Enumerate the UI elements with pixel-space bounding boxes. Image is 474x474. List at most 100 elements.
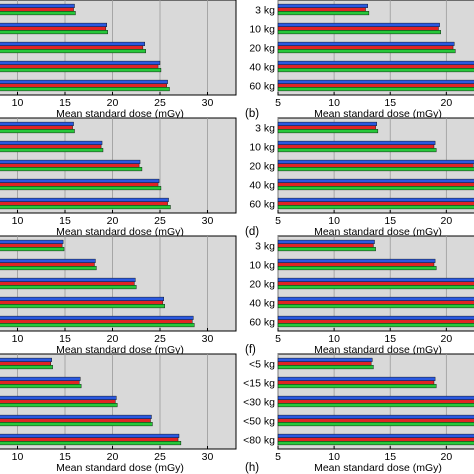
x-tick-label: 30 <box>202 215 214 227</box>
bar-series-3-category-5 <box>0 87 170 92</box>
bar-series-1-category-4 <box>0 60 161 65</box>
x-tick-label: 25 <box>154 97 166 109</box>
bar-series-2-category-1 <box>0 361 51 366</box>
bar-series-3-category-2 <box>0 148 104 153</box>
x-tick-label: 10 <box>12 215 24 227</box>
x-tick-label: 30 <box>202 97 214 109</box>
bar-series-1-category-2 <box>277 376 436 381</box>
chart-panel-3: 51015202530Mean standard dose (mGy) <box>0 117 237 238</box>
bar-series-3-category-2 <box>277 30 441 35</box>
chart-panel-1: 51015202530Mean standard dose (mGy) <box>0 0 237 120</box>
bar-series-1-category-4 <box>277 296 474 301</box>
x-axis-label: Mean standard dose (mGy) <box>56 108 184 120</box>
bar-series-2-category-2 <box>0 26 107 31</box>
bar-series-1-category-1 <box>0 357 52 362</box>
category-label: 3 kg <box>255 241 275 253</box>
category-label: <30 kg <box>243 397 275 409</box>
bar-series-1-category-1 <box>277 121 377 126</box>
x-tick-label: 10 <box>328 451 340 463</box>
bar-series-1-category-4 <box>277 414 474 419</box>
bar-series-1-category-5 <box>277 197 474 202</box>
category-label: 20 kg <box>249 279 275 291</box>
bar-series-1-category-1 <box>277 3 368 8</box>
category-label: <5 kg <box>249 359 275 371</box>
bar-series-2-category-5 <box>277 83 474 88</box>
bar-series-2-category-2 <box>277 26 439 31</box>
bar-series-3-category-5 <box>277 87 474 92</box>
bar-series-1-category-4 <box>0 296 165 301</box>
bar-series-3-category-3 <box>0 49 146 54</box>
category-label: 40 kg <box>249 298 275 310</box>
bar-series-3-category-4 <box>0 304 165 309</box>
bar-series-1-category-5 <box>277 79 474 84</box>
bar-series-2-category-5 <box>0 319 193 324</box>
category-label: 3 kg <box>255 123 275 135</box>
bar-series-2-category-1 <box>277 243 374 248</box>
x-axis-label: Mean standard dose (mGy) <box>314 462 442 474</box>
bar-series-1-category-2 <box>277 258 436 263</box>
x-tick-label: 20 <box>440 451 452 463</box>
bar-series-1-category-4 <box>277 60 474 65</box>
bar-series-3-category-1 <box>0 129 75 134</box>
x-tick-label: 30 <box>202 333 214 345</box>
bar-series-3-category-4 <box>277 422 474 427</box>
bar-series-3-category-1 <box>277 11 370 16</box>
category-label: 10 kg <box>249 260 275 272</box>
bar-series-2-category-1 <box>0 125 73 130</box>
bar-series-1-category-1 <box>277 357 373 362</box>
x-tick-label: 25 <box>154 451 166 463</box>
bar-series-3-category-1 <box>0 365 53 370</box>
category-label: 60 kg <box>249 81 275 93</box>
bar-series-3-category-3 <box>277 167 474 172</box>
category-label: 40 kg <box>249 180 275 192</box>
bar-series-1-category-4 <box>0 414 152 419</box>
panel-label: (f) <box>245 344 256 356</box>
x-axis-label: Mean standard dose (mGy) <box>56 226 184 238</box>
x-tick-label: 15 <box>59 97 71 109</box>
bar-series-1-category-3 <box>277 395 474 400</box>
bar-series-1-category-1 <box>0 121 74 126</box>
category-label: 3 kg <box>255 5 275 17</box>
category-label: 60 kg <box>249 317 275 329</box>
x-tick-label: 20 <box>440 333 452 345</box>
bar-series-2-category-3 <box>0 163 140 168</box>
bar-series-3-category-1 <box>277 365 374 370</box>
bar-series-2-category-5 <box>277 201 474 206</box>
bar-series-1-category-1 <box>277 239 375 244</box>
bar-series-1-category-4 <box>0 178 160 183</box>
category-label: 60 kg <box>249 199 275 211</box>
bar-series-3-category-3 <box>277 403 474 408</box>
bar-series-2-category-2 <box>0 262 95 267</box>
bar-series-1-category-5 <box>0 315 194 320</box>
bar-series-3-category-2 <box>277 266 437 271</box>
bar-series-2-category-3 <box>277 163 474 168</box>
bar-series-2-category-5 <box>0 83 167 88</box>
x-tick-label: 10 <box>328 333 340 345</box>
bar-series-3-category-1 <box>277 247 376 252</box>
bar-series-1-category-5 <box>277 315 474 320</box>
category-label: <80 kg <box>243 435 275 447</box>
bar-series-2-category-4 <box>277 182 474 187</box>
x-tick-label: 20 <box>107 333 119 345</box>
bar-series-1-category-3 <box>0 41 146 46</box>
x-axis-label: Mean standard dose (mGy) <box>314 108 442 120</box>
bar-series-2-category-3 <box>277 399 474 404</box>
category-label: 20 kg <box>249 43 275 55</box>
bar-series-3-category-3 <box>277 285 474 290</box>
bar-series-2-category-3 <box>0 45 144 50</box>
bar-series-3-category-3 <box>0 167 143 172</box>
x-tick-label: 15 <box>384 333 396 345</box>
bar-series-2-category-1 <box>277 125 376 130</box>
chart-panel-7: 51015202530Mean standard dose (mGy) <box>0 353 237 474</box>
bar-series-3-category-4 <box>277 304 474 309</box>
x-tick-label: 25 <box>154 333 166 345</box>
bar-series-2-category-5 <box>0 437 179 442</box>
bar-series-3-category-3 <box>0 403 118 408</box>
bar-series-1-category-3 <box>277 41 455 46</box>
bar-series-1-category-2 <box>0 22 108 27</box>
bar-series-3-category-5 <box>0 323 195 328</box>
bar-series-1-category-1 <box>0 239 64 244</box>
x-axis-label: Mean standard dose (mGy) <box>56 344 184 356</box>
